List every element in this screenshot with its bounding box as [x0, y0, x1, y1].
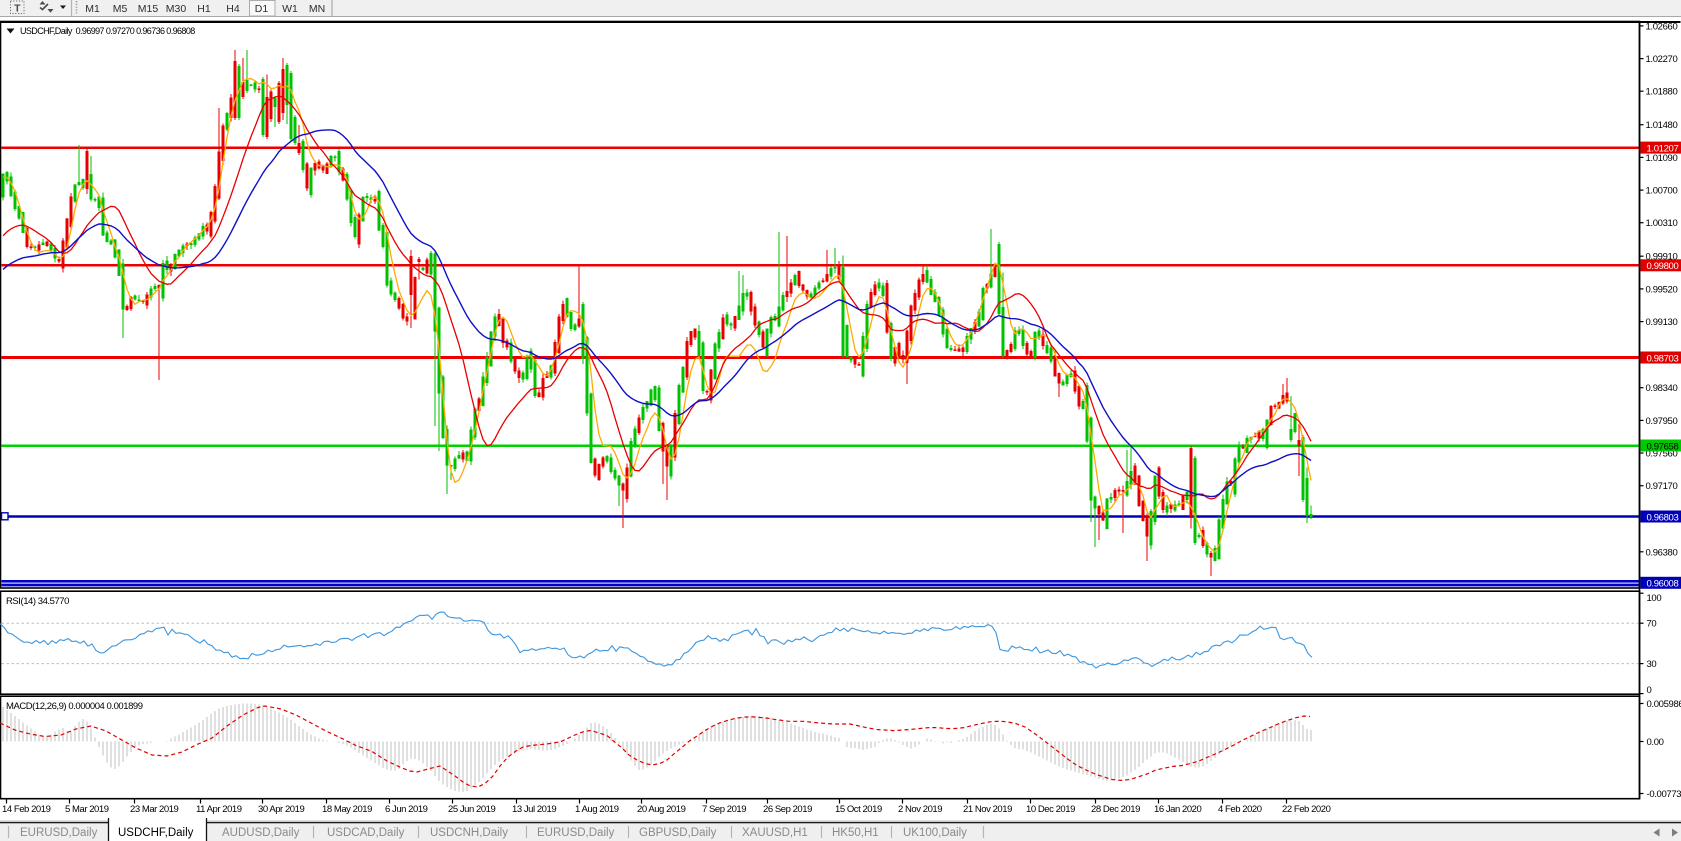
svg-text:0.99910: 0.99910 [1646, 252, 1678, 263]
svg-text:AUDUSD,Daily: AUDUSD,Daily [222, 827, 300, 839]
svg-text:22 Feb 2020: 22 Feb 2020 [1282, 804, 1331, 815]
svg-text:0.97560: 0.97560 [1646, 449, 1678, 460]
svg-text:RSI(14) 34.5770: RSI(14) 34.5770 [6, 596, 69, 607]
svg-text:2 Nov 2019: 2 Nov 2019 [898, 804, 942, 815]
svg-text:1.02270: 1.02270 [1646, 54, 1678, 65]
svg-text:26 Sep 2019: 26 Sep 2019 [763, 804, 812, 815]
svg-text:0.99800: 0.99800 [1647, 261, 1679, 272]
svg-text:70: 70 [1647, 619, 1657, 630]
svg-text:1.01880: 1.01880 [1646, 87, 1678, 98]
svg-text:5 Mar 2019: 5 Mar 2019 [65, 804, 109, 815]
svg-text:USDCHF,Daily 0.96997 0.97270: USDCHF,Daily 0.96997 0.97270 0.96736 0.9… [20, 26, 195, 36]
svg-text:M5: M5 [113, 3, 128, 15]
svg-text:0.97170: 0.97170 [1646, 481, 1678, 492]
svg-text:M30: M30 [166, 3, 187, 15]
svg-text:UK100,Daily: UK100,Daily [903, 827, 967, 839]
svg-text:0.98703: 0.98703 [1647, 353, 1679, 364]
svg-text:USDCNH,Daily: USDCNH,Daily [430, 827, 508, 839]
svg-text:1.01090: 1.01090 [1646, 153, 1678, 164]
svg-text:7 Sep 2019: 7 Sep 2019 [702, 804, 746, 815]
svg-text:14 Feb 2019: 14 Feb 2019 [2, 804, 51, 815]
svg-text:1.00700: 1.00700 [1646, 186, 1678, 197]
svg-text:13 Jul 2019: 13 Jul 2019 [512, 804, 556, 815]
svg-text:M15: M15 [138, 3, 159, 15]
svg-text:20 Aug 2019: 20 Aug 2019 [637, 804, 686, 815]
svg-text:XAUUSD,H1: XAUUSD,H1 [742, 827, 808, 839]
svg-text:W1: W1 [282, 3, 298, 15]
svg-text:0.99130: 0.99130 [1646, 317, 1678, 328]
svg-text:USDCHF,Daily: USDCHF,Daily [118, 827, 194, 839]
svg-text:18 May 2019: 18 May 2019 [322, 804, 372, 815]
svg-text:0.98340: 0.98340 [1646, 383, 1678, 394]
svg-text:0.99520: 0.99520 [1646, 284, 1678, 295]
svg-text:21 Nov 2019: 21 Nov 2019 [963, 804, 1012, 815]
svg-text:15 Oct 2019: 15 Oct 2019 [835, 804, 882, 815]
svg-text:T: T [14, 3, 21, 15]
svg-text:EURUSD,Daily: EURUSD,Daily [537, 827, 615, 839]
svg-text:11 Apr 2019: 11 Apr 2019 [196, 804, 242, 815]
svg-text:6 Jun 2019: 6 Jun 2019 [385, 804, 428, 815]
svg-text:-0.007737: -0.007737 [1647, 789, 1681, 800]
svg-text:30 Apr 2019: 30 Apr 2019 [258, 804, 304, 815]
svg-text:MACD(12,26,9) 0.000004 0.00189: MACD(12,26,9) 0.000004 0.001899 [6, 701, 143, 712]
svg-text:MN: MN [309, 3, 325, 15]
svg-text:28 Dec 2019: 28 Dec 2019 [1091, 804, 1140, 815]
svg-text:USDCAD,Daily: USDCAD,Daily [327, 827, 405, 839]
svg-text:0.005986: 0.005986 [1647, 699, 1681, 710]
svg-text:0.96380: 0.96380 [1646, 547, 1678, 558]
svg-text:EURUSD,Daily: EURUSD,Daily [20, 827, 98, 839]
svg-text:16 Jan 2020: 16 Jan 2020 [1154, 804, 1202, 815]
svg-text:GBPUSD,Daily: GBPUSD,Daily [639, 827, 717, 839]
svg-text:1.01480: 1.01480 [1646, 120, 1678, 131]
svg-text:25 Jun 2019: 25 Jun 2019 [448, 804, 496, 815]
svg-text:30: 30 [1647, 659, 1657, 670]
svg-text:0.96008: 0.96008 [1647, 579, 1679, 590]
svg-text:0: 0 [1647, 685, 1652, 696]
svg-text:H1: H1 [197, 3, 211, 15]
svg-text:M1: M1 [85, 3, 100, 15]
svg-text:D1: D1 [255, 3, 269, 15]
svg-text:1.02660: 1.02660 [1646, 21, 1678, 32]
svg-text:0.97950: 0.97950 [1646, 416, 1678, 427]
svg-text:23 Mar 2019: 23 Mar 2019 [130, 804, 179, 815]
svg-text:10 Dec 2019: 10 Dec 2019 [1026, 804, 1075, 815]
svg-text:1.00310: 1.00310 [1646, 218, 1678, 229]
svg-text:0.97658: 0.97658 [1647, 441, 1679, 452]
svg-text:H4: H4 [226, 3, 240, 15]
svg-text:1 Aug 2019: 1 Aug 2019 [575, 804, 619, 815]
svg-text:1.01207: 1.01207 [1647, 143, 1679, 154]
svg-text:4 Feb 2020: 4 Feb 2020 [1218, 804, 1262, 815]
svg-text:100: 100 [1647, 593, 1662, 604]
svg-text:0.96803: 0.96803 [1647, 512, 1679, 523]
svg-text:HK50,H1: HK50,H1 [832, 827, 879, 839]
svg-text:0.00: 0.00 [1647, 737, 1664, 748]
